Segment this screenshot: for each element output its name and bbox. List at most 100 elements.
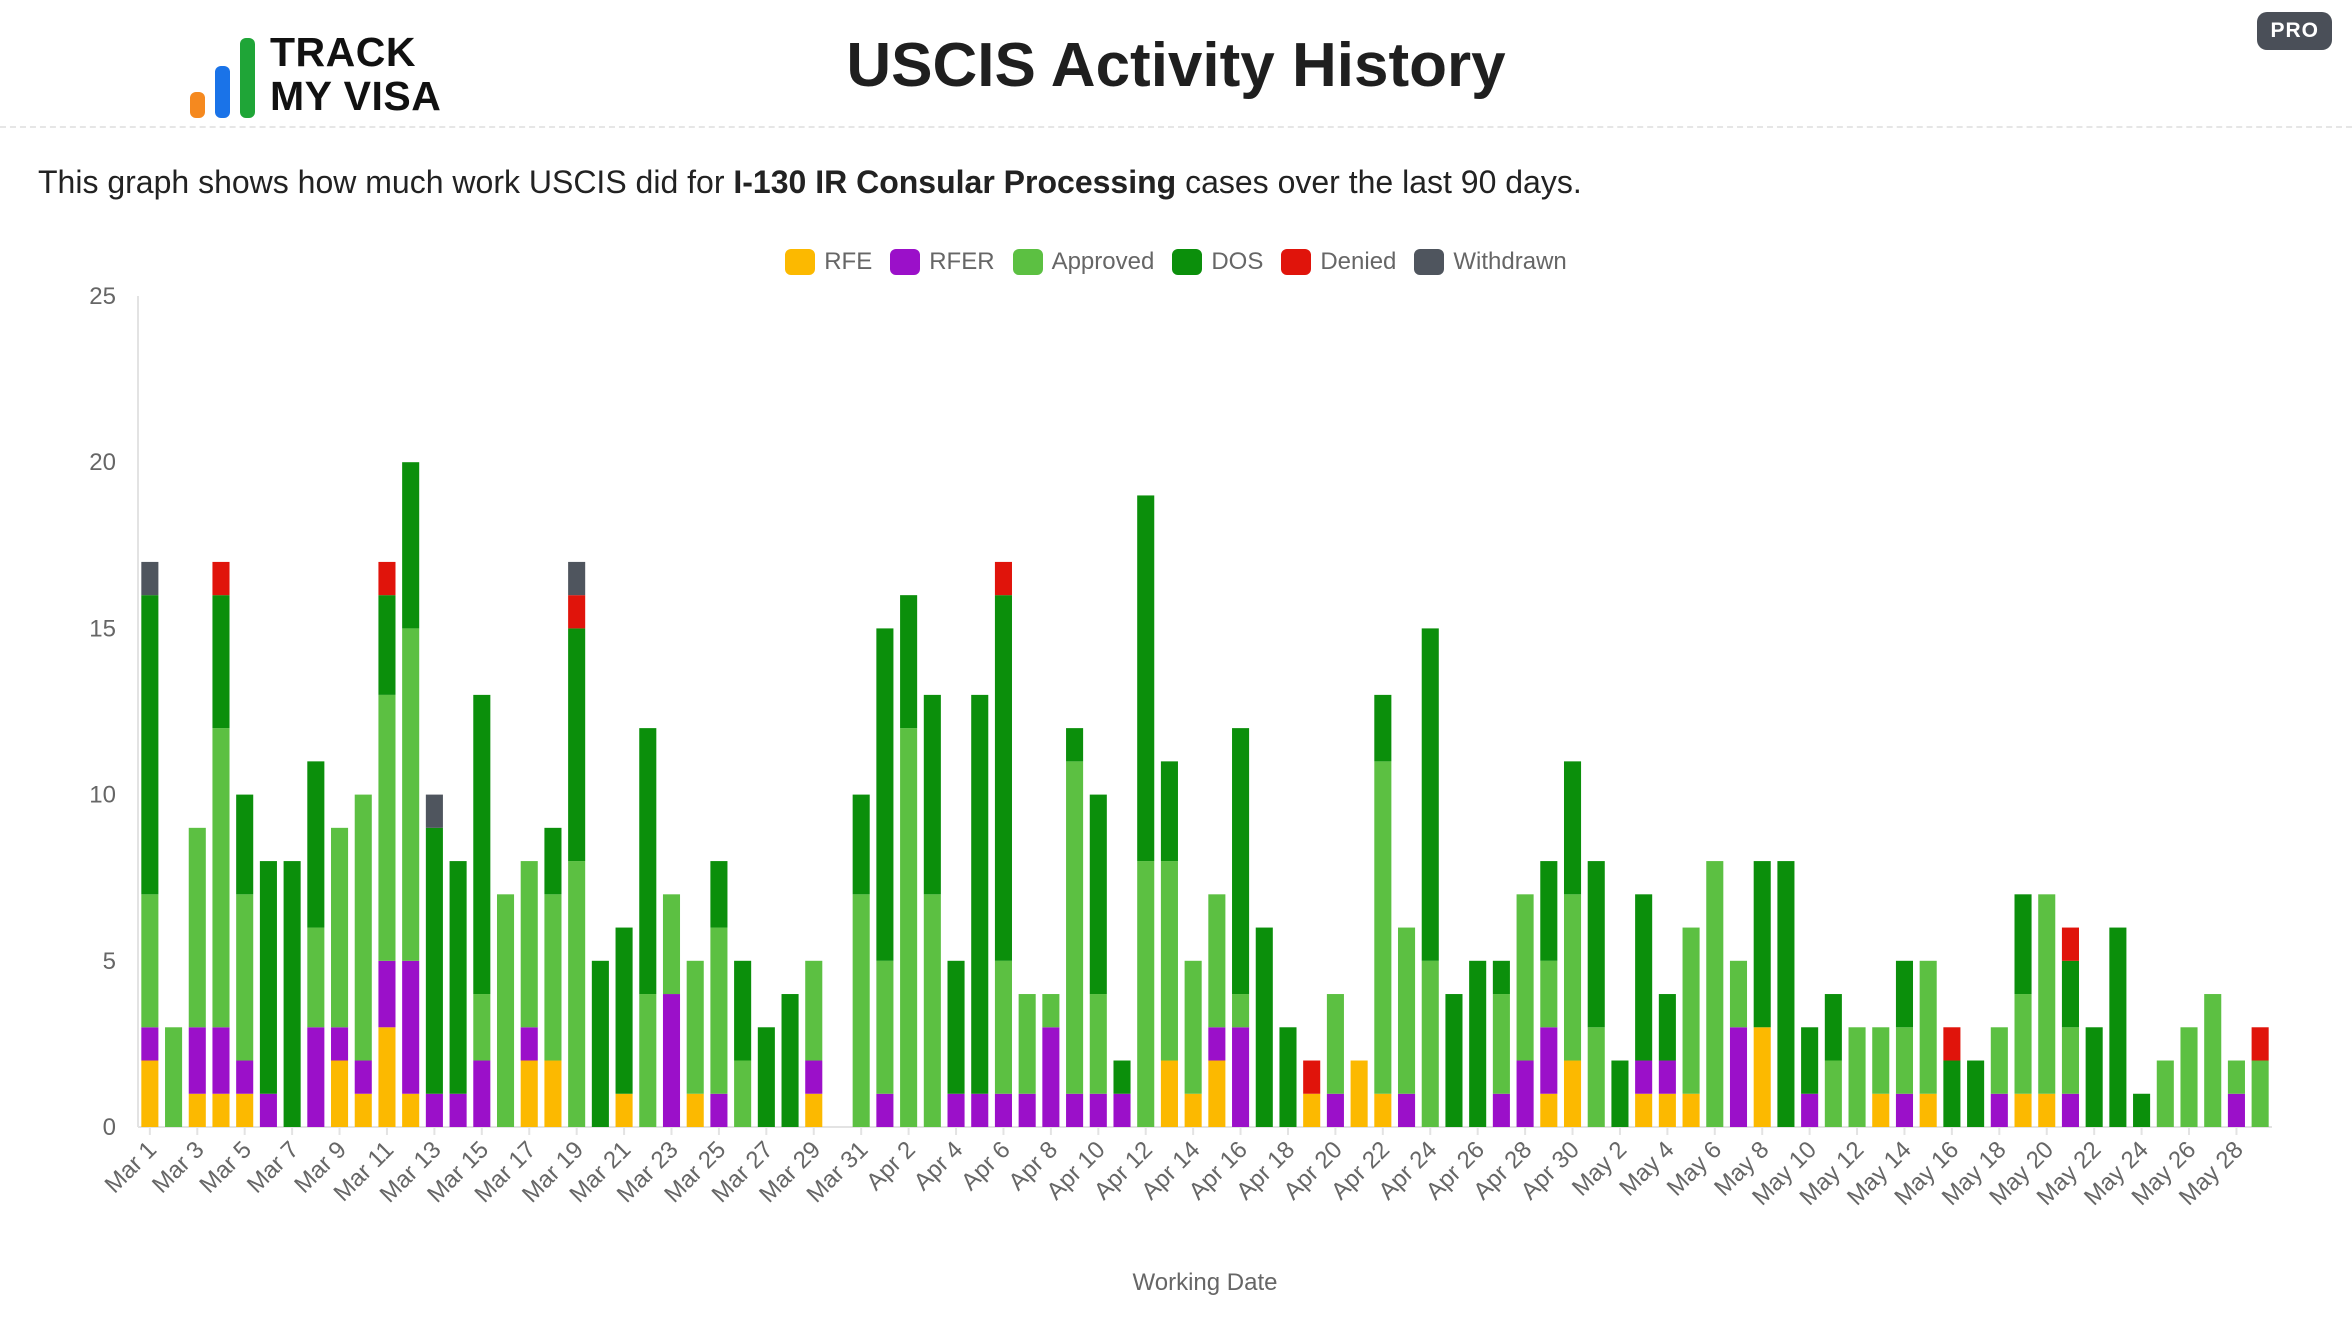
bar-segment-approved[interactable] bbox=[212, 728, 230, 1028]
bar-segment-rfer[interactable] bbox=[1326, 1093, 1344, 1127]
bar-segment-approved[interactable] bbox=[2014, 994, 2032, 1094]
bar-segment-dos[interactable] bbox=[781, 994, 799, 1127]
bar-segment-approved[interactable] bbox=[544, 894, 562, 1061]
legend-item-rfe[interactable]: RFE bbox=[785, 248, 872, 276]
bar-segment-rfe[interactable] bbox=[402, 1093, 420, 1127]
bar-segment-approved[interactable] bbox=[378, 694, 396, 961]
bar-segment-dos[interactable] bbox=[1469, 960, 1487, 1127]
bar-segment-approved[interactable] bbox=[307, 927, 325, 1028]
bar-segment-rfer[interactable] bbox=[449, 1093, 467, 1127]
bar-segment-denied[interactable] bbox=[2251, 1027, 2269, 1061]
bar-segment-dos[interactable] bbox=[734, 960, 752, 1061]
bar-segment-dos[interactable] bbox=[852, 794, 870, 895]
bar-segment-denied[interactable] bbox=[994, 561, 1012, 596]
bar-segment-dos[interactable] bbox=[1421, 628, 1439, 961]
bar-segment-dos[interactable] bbox=[1540, 861, 1558, 961]
bar-segment-rfe[interactable] bbox=[188, 1093, 206, 1127]
bar-segment-dos[interactable] bbox=[141, 595, 159, 895]
bar-segment-rfer[interactable] bbox=[662, 994, 681, 1127]
bar-segment-dos[interactable] bbox=[544, 827, 562, 895]
bar-segment-approved[interactable] bbox=[2227, 1060, 2245, 1094]
bar-segment-approved[interactable] bbox=[1421, 960, 1439, 1127]
bar-segment-rfer[interactable] bbox=[805, 1060, 823, 1094]
bar-segment-dos[interactable] bbox=[876, 628, 894, 961]
bar-segment-rfer[interactable] bbox=[2061, 1093, 2079, 1127]
bar-segment-rfer[interactable] bbox=[1516, 1060, 1534, 1127]
bar-segment-approved[interactable] bbox=[2180, 1027, 2198, 1127]
bar-segment-dos[interactable] bbox=[1658, 994, 1676, 1061]
bar-segment-rfer[interactable] bbox=[876, 1093, 894, 1127]
logo[interactable]: TRACK MY VISA bbox=[188, 28, 448, 118]
bar-segment-rfer[interactable] bbox=[425, 1093, 443, 1127]
bar-segment-rfer[interactable] bbox=[1066, 1093, 1084, 1127]
bar-segment-dos[interactable] bbox=[236, 794, 254, 895]
bar-segment-approved[interactable] bbox=[662, 894, 681, 995]
bar-segment-rfe[interactable] bbox=[520, 1060, 538, 1127]
bar-segment-approved[interactable] bbox=[1706, 861, 1724, 1127]
bar-segment-rfe[interactable] bbox=[1682, 1093, 1700, 1127]
bar-segment-dos[interactable] bbox=[1066, 728, 1084, 762]
bar-segment-dos[interactable] bbox=[2061, 960, 2079, 1028]
bar-segment-dos[interactable] bbox=[1374, 694, 1392, 762]
bar-segment-rfer[interactable] bbox=[1540, 1027, 1558, 1094]
bar-segment-dos[interactable] bbox=[283, 861, 301, 1127]
bar-segment-withdrawn[interactable] bbox=[568, 561, 586, 596]
bar-segment-dos[interactable] bbox=[1255, 927, 1273, 1127]
legend-item-denied[interactable]: Denied bbox=[1281, 248, 1396, 276]
bar-segment-rfer[interactable] bbox=[2227, 1093, 2245, 1127]
bar-segment-approved[interactable] bbox=[1919, 960, 1937, 1094]
bar-segment-dos[interactable] bbox=[1801, 1027, 1819, 1094]
bar-segment-approved[interactable] bbox=[1729, 960, 1748, 1028]
bar-segment-rfe[interactable] bbox=[378, 1027, 396, 1127]
bar-segment-dos[interactable] bbox=[971, 694, 989, 1094]
bar-segment-approved[interactable] bbox=[686, 960, 704, 1094]
bar-segment-approved[interactable] bbox=[2204, 994, 2222, 1127]
bar-segment-dos[interactable] bbox=[757, 1027, 775, 1127]
bar-segment-approved[interactable] bbox=[1232, 994, 1250, 1028]
bar-segment-approved[interactable] bbox=[1066, 761, 1084, 1094]
bar-segment-approved[interactable] bbox=[1587, 1027, 1605, 1127]
bar-segment-rfe[interactable] bbox=[1350, 1060, 1368, 1127]
bar-segment-approved[interactable] bbox=[496, 894, 515, 1127]
bar-segment-approved[interactable] bbox=[1540, 960, 1558, 1028]
bar-segment-dos[interactable] bbox=[1753, 861, 1771, 1028]
bar-segment-dos[interactable] bbox=[947, 960, 965, 1094]
bar-segment-approved[interactable] bbox=[1042, 994, 1060, 1028]
bar-segment-approved[interactable] bbox=[1563, 894, 1582, 1061]
bar-segment-approved[interactable] bbox=[1184, 960, 1202, 1094]
bar-segment-approved[interactable] bbox=[1824, 1060, 1842, 1127]
bar-segment-rfe[interactable] bbox=[1208, 1060, 1226, 1127]
bar-segment-approved[interactable] bbox=[1326, 994, 1344, 1094]
bar-segment-rfer[interactable] bbox=[947, 1093, 965, 1127]
bar-segment-rfer[interactable] bbox=[710, 1093, 728, 1127]
bar-segment-rfe[interactable] bbox=[141, 1060, 159, 1127]
bar-segment-dos[interactable] bbox=[378, 595, 396, 695]
bar-segment-rfer[interactable] bbox=[994, 1093, 1012, 1127]
bar-segment-dos[interactable] bbox=[1611, 1060, 1629, 1127]
bar-segment-dos[interactable] bbox=[2109, 927, 2127, 1127]
bar-segment-dos[interactable] bbox=[1232, 728, 1250, 995]
bar-segment-approved[interactable] bbox=[188, 827, 206, 1028]
bar-segment-dos[interactable] bbox=[1492, 960, 1510, 995]
bar-segment-denied[interactable] bbox=[568, 595, 586, 629]
bar-segment-approved[interactable] bbox=[734, 1060, 752, 1127]
bar-segment-approved[interactable] bbox=[2038, 894, 2056, 1094]
bar-segment-approved[interactable] bbox=[1374, 761, 1392, 1094]
bar-segment-rfer[interactable] bbox=[259, 1093, 277, 1127]
bar-segment-rfe[interactable] bbox=[2014, 1093, 2032, 1127]
bar-segment-rfer[interactable] bbox=[354, 1060, 372, 1094]
bar-segment-approved[interactable] bbox=[1208, 894, 1226, 1028]
bar-segment-denied[interactable] bbox=[1303, 1060, 1321, 1094]
bar-segment-rfe[interactable] bbox=[1563, 1060, 1582, 1127]
bar-segment-denied[interactable] bbox=[2061, 927, 2079, 961]
bar-segment-rfe[interactable] bbox=[1872, 1093, 1890, 1127]
bar-segment-rfer[interactable] bbox=[1018, 1093, 1036, 1127]
bar-segment-rfer[interactable] bbox=[971, 1093, 989, 1127]
bar-segment-approved[interactable] bbox=[1516, 894, 1534, 1061]
bar-segment-rfe[interactable] bbox=[1635, 1093, 1653, 1127]
bar-segment-approved[interactable] bbox=[2251, 1060, 2269, 1127]
bar-segment-rfe[interactable] bbox=[212, 1093, 230, 1127]
bar-segment-dos[interactable] bbox=[1824, 994, 1842, 1061]
bar-segment-rfer[interactable] bbox=[1895, 1093, 1914, 1127]
bar-segment-rfe[interactable] bbox=[805, 1093, 823, 1127]
